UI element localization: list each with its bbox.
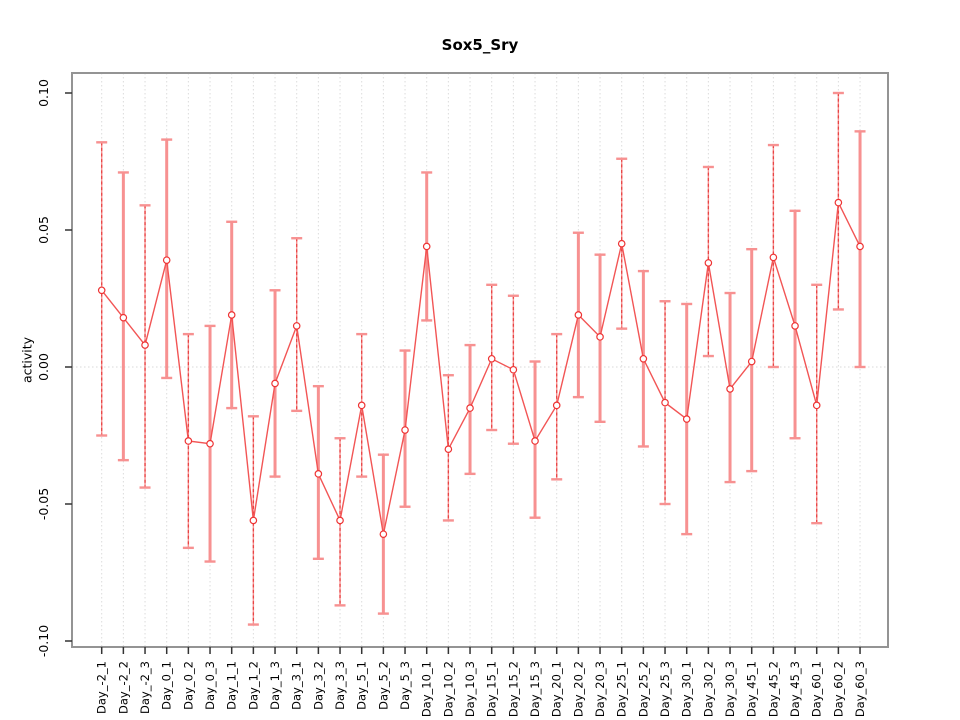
x-tick-label: Day_3_2 <box>311 661 325 710</box>
data-point <box>444 445 453 454</box>
y-tick-label: 0.00 <box>36 353 51 381</box>
data-point <box>422 242 431 251</box>
x-tick-label: Day_0_1 <box>160 661 174 710</box>
x-tick-label: Day_45_2 <box>766 661 780 717</box>
data-point <box>812 401 821 410</box>
series-line <box>101 200 861 535</box>
x-tick-label: Day_20_1 <box>550 661 564 717</box>
x-tick-label: Day_60_3 <box>853 661 867 717</box>
x-tick-label: Day_20_3 <box>593 661 607 717</box>
data-point <box>206 439 214 448</box>
x-tick-label: Day_60_1 <box>810 661 824 717</box>
data-point <box>769 253 778 262</box>
y-tick-label: 0.05 <box>36 216 51 244</box>
data-point <box>704 259 713 267</box>
data-point <box>292 322 301 330</box>
x-tick-label: Day_-2_2 <box>116 661 130 714</box>
data-point <box>357 401 366 410</box>
x-tick-label: Day_-2_1 <box>95 661 109 714</box>
x-tick-label: Day_10_1 <box>420 661 434 717</box>
x-tick-label: Day_5_2 <box>376 661 390 710</box>
y-tick-label: -0.05 <box>36 488 51 520</box>
data-point <box>509 365 518 374</box>
x-tick-label: Day_10_3 <box>463 661 477 717</box>
data-point <box>271 379 279 388</box>
x-tick-label: Day_5_3 <box>398 661 412 710</box>
x-tick-label: Day_60_2 <box>831 661 845 717</box>
data-point <box>682 415 691 423</box>
data-point <box>227 311 236 319</box>
x-tick-label: Day_20_2 <box>571 661 585 717</box>
data-point <box>834 198 843 207</box>
x-tick-label: Day_25_3 <box>658 661 672 717</box>
data-point <box>791 322 799 330</box>
y-tick-label: 0.10 <box>36 79 51 107</box>
data-point <box>184 437 193 445</box>
data-point <box>726 385 734 393</box>
y-tick-label: -0.10 <box>36 625 51 657</box>
data-point <box>661 398 669 407</box>
x-tick-label: Day_25_1 <box>615 661 629 717</box>
data-point <box>552 401 561 410</box>
data-point <box>401 426 409 434</box>
x-tick-label: Day_3_1 <box>290 661 304 710</box>
x-tick-label: Day_1_3 <box>268 661 282 710</box>
data-point <box>747 357 756 366</box>
data-point <box>379 530 388 538</box>
x-tick-label: Day_30_3 <box>723 661 737 717</box>
x-tick-label: Day_0_2 <box>181 661 195 710</box>
x-tick-label: Day_15_1 <box>485 661 499 717</box>
x-tick-label: Day_10_2 <box>441 661 455 717</box>
x-tick-label: Day_1_2 <box>246 661 260 710</box>
data-point <box>574 311 583 319</box>
data-point <box>162 256 171 264</box>
data-point <box>97 286 106 295</box>
x-tick-label: Day_25_2 <box>636 661 650 717</box>
plot-border <box>71 72 889 648</box>
x-tick-label: Day_-2_3 <box>138 661 152 714</box>
data-point <box>249 516 258 525</box>
data-point <box>856 242 864 251</box>
data-point <box>639 354 648 363</box>
data-point <box>314 470 323 478</box>
x-tick-label: Day_1_1 <box>225 661 239 710</box>
x-tick-label: Day_30_2 <box>701 661 715 717</box>
x-tick-label: Day_3_3 <box>333 661 347 710</box>
data-point <box>119 313 128 322</box>
x-tick-label: Day_30_1 <box>680 661 694 717</box>
chart-title: Sox5_Sry <box>441 36 519 54</box>
data-point <box>336 516 344 525</box>
x-tick-label: Day_5_1 <box>355 661 369 710</box>
x-tick-label: Day_0_3 <box>203 661 217 710</box>
data-point <box>466 404 474 412</box>
data-point <box>596 333 604 341</box>
x-tick-label: Day_45_3 <box>788 661 802 717</box>
x-tick-label: Day_15_2 <box>506 661 520 717</box>
y-axis-label: activity <box>19 336 35 384</box>
data-point <box>531 437 539 445</box>
data-point <box>141 341 149 349</box>
data-point <box>487 354 496 363</box>
x-tick-label: Day_45_1 <box>745 661 759 717</box>
data-point <box>617 239 626 248</box>
x-tick-label: Day_15_3 <box>528 661 542 717</box>
